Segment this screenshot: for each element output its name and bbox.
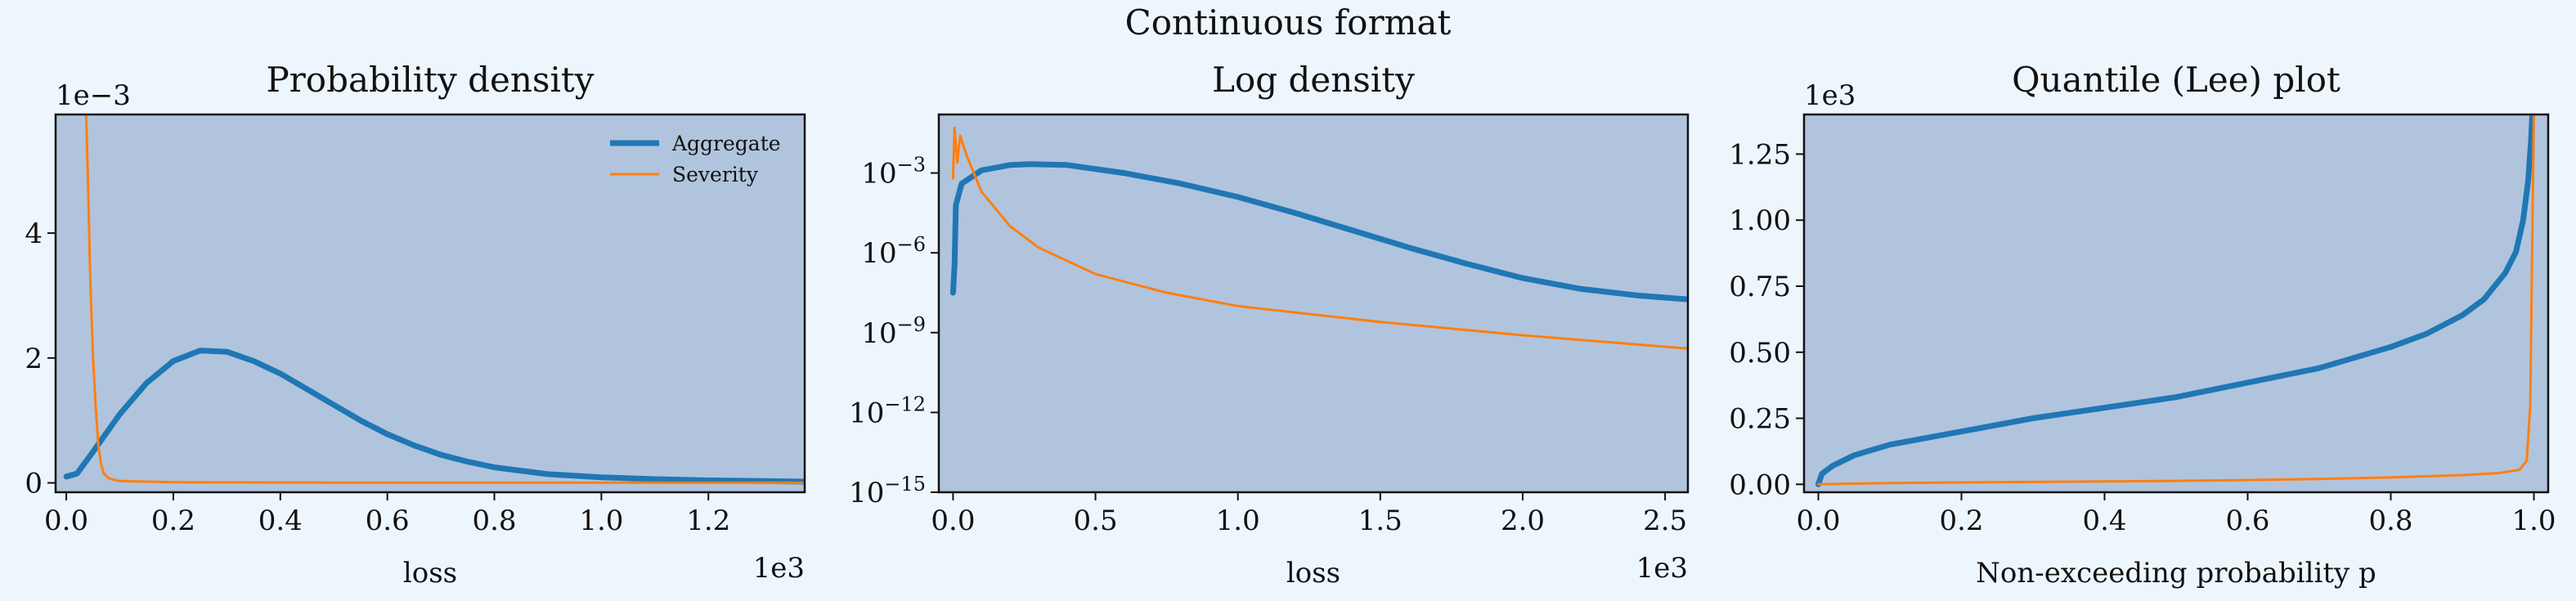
plot-area-log-density	[939, 114, 1688, 492]
frame-probability-density	[54, 113, 806, 494]
y-tick-label: 10−9	[861, 313, 926, 350]
y-tick-label: 10−6	[861, 233, 926, 270]
legend-label-aggregate: Aggregate	[671, 132, 781, 155]
x-tick-label: 1.0	[579, 505, 623, 537]
legend-label-severity: Severity	[672, 163, 759, 186]
series-aggregate-probability-density	[63, 348, 805, 485]
y-tick-label: 4	[25, 218, 43, 250]
series-aggregate-quantile-plot	[1815, 114, 2536, 487]
x-tick-label: 0.0	[931, 505, 975, 537]
plot-area-quantile-plot	[1804, 114, 2548, 492]
figure-suptitle: Continuous format	[1125, 2, 1452, 43]
y-tick-label: 0.00	[1729, 469, 1791, 501]
x-axis-label-quantile-plot: Non-exceeding probability p	[1976, 557, 2376, 590]
x-tick-label: 1.0	[1216, 505, 1260, 537]
x-tick-label: 0.0	[44, 505, 88, 537]
x-tick-label: 1.2	[686, 505, 730, 537]
y-tick-label: 10−3	[861, 154, 926, 191]
y-tick-label: 10−12	[849, 392, 926, 429]
x-tick-label: 2.0	[1501, 505, 1545, 537]
x-tick-label: 0.8	[2368, 505, 2412, 537]
series-severity-log-density	[951, 126, 1688, 350]
y-tick-label: 10−15	[849, 473, 926, 509]
x-tick-label: 0.6	[366, 505, 410, 537]
y-offset-text-probability-density: 1e−3	[56, 79, 131, 112]
legend-box	[595, 124, 793, 193]
x-tick-label: 0.4	[258, 505, 303, 537]
x-tick-label: 1.5	[1358, 505, 1402, 537]
y-tick-label: 0.75	[1729, 271, 1791, 303]
x-tick-label: 0.0	[1796, 505, 1840, 537]
chart-title-quantile-plot: Quantile (Lee) plot	[2012, 60, 2340, 100]
y-tick-label: 0	[25, 468, 43, 500]
x-offset-text-log-density: 1e3	[1636, 552, 1688, 585]
chart-title-log-density: Log density	[1212, 60, 1415, 100]
legend: Aggregate Severity	[595, 124, 793, 193]
y-tick-label: 1.00	[1729, 204, 1791, 237]
x-tick-label: 0.4	[2082, 505, 2126, 537]
x-tick-label: 0.2	[1939, 505, 1983, 537]
x-axis-label-log-density: loss	[1286, 557, 1340, 590]
y-tick-label: 0.50	[1729, 337, 1791, 370]
x-tick-label: 0.2	[151, 505, 195, 537]
series-aggregate-log-density	[949, 161, 1688, 303]
y-tick-label: 1.25	[1729, 138, 1791, 171]
x-tick-label: 1.0	[2511, 505, 2556, 537]
x-offset-text-probability-density: 1e3	[753, 552, 805, 585]
y-tick-label: 2	[25, 343, 43, 375]
frame-quantile-plot	[1802, 113, 2550, 494]
panel-probability-density: 0.0 0.2 0.4 0.6 0.8 1.0 1.2 0 2 4 Probability den…	[25, 60, 806, 590]
x-tick-label: 0.8	[472, 505, 516, 537]
y-tick-label: 0.25	[1729, 403, 1791, 436]
x-tick-label: 2.5	[1643, 505, 1687, 537]
panel-quantile-plot: 0.0 0.2 0.4 0.6 0.8 1.0 0.00 0.25 0.50 0.75 1.00 1.…	[1729, 60, 2556, 590]
x-tick-label: 0.5	[1074, 505, 1118, 537]
series-severity-quantile-plot	[1817, 114, 2535, 486]
panel-log-density: 0.0 0.5 1.0 1.5 2.0 2.5 10−3 10−6 10−9 10−12 10−15…	[849, 60, 1690, 590]
x-axis-label-probability-density: loss	[403, 557, 457, 590]
chart-title-probability-density: Probability density	[266, 60, 594, 100]
y-offset-text-quantile-plot: 1e3	[1804, 79, 1856, 112]
series-severity-probability-density	[84, 114, 805, 484]
x-tick-label: 0.6	[2225, 505, 2269, 537]
frame-log-density	[937, 113, 1690, 494]
